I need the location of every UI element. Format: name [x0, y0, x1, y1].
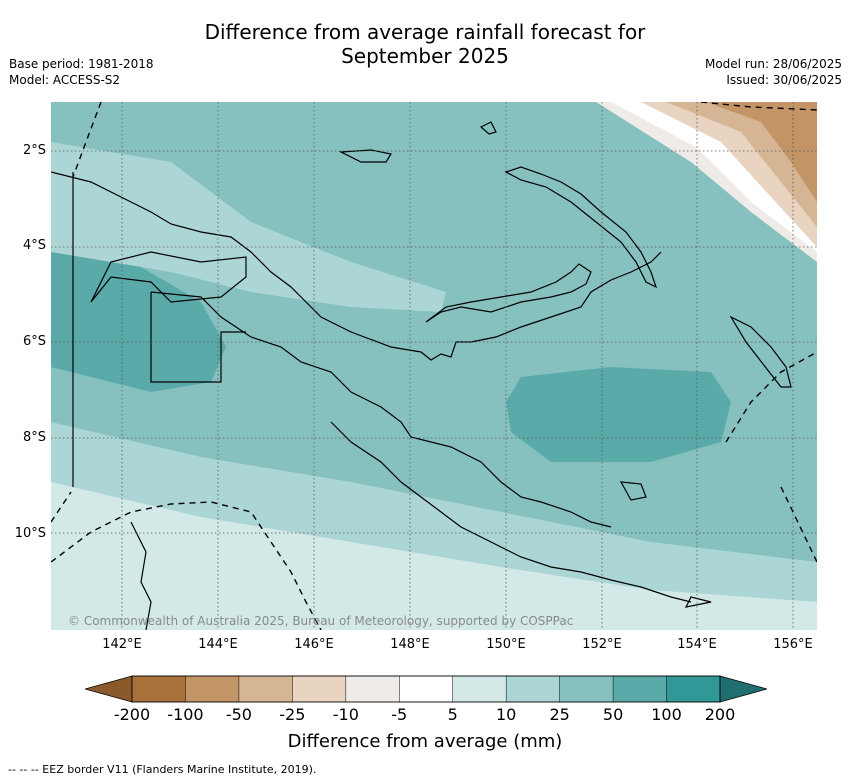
meta-left: Base period: 1981-2018 Model: ACCESS-S2 [9, 56, 154, 88]
colorbar-tick-label: 5 [447, 705, 458, 724]
colorbar-tick-label: -10 [332, 705, 359, 724]
copyright-text: © Commonwealth of Australia 2025, Bureau… [68, 614, 574, 628]
colorbar-segment [345, 675, 401, 703]
model-name: Model: ACCESS-S2 [9, 73, 121, 87]
colorbar-segment [666, 675, 721, 703]
colorbar-tick-label: -100 [167, 705, 204, 724]
lon-label-150e: 150°E [486, 637, 526, 652]
colorbar-tick-label: -200 [113, 705, 151, 724]
title-line-2: September 2025 [341, 44, 509, 68]
lat-label-2s: 2°S [22, 143, 46, 158]
coastlines [51, 121, 792, 630]
colorbar-segment [131, 675, 187, 703]
colorbar-under-arrow [85, 675, 133, 703]
colorbar-over-arrow [719, 675, 767, 703]
colorbar-segment [612, 675, 668, 703]
lon-label-146e: 146°E [294, 637, 334, 652]
lat-label-10s: 10°S [14, 526, 46, 541]
colorbar-tick-label: -50 [225, 705, 252, 724]
colorbar-segment [452, 675, 507, 703]
eez-footnote: -- -- -- EEZ border V11 (Flanders Marine… [8, 763, 317, 776]
colorbar-tick-label: 100 [651, 705, 682, 724]
meta-right: Model run: 28/06/2025 Issued: 30/06/2025 [705, 56, 842, 88]
colorbar-label: Difference from average (mm) [287, 731, 563, 752]
map-title: Difference from average rainfall forecas… [0, 20, 850, 68]
base-period: Base period: 1981-2018 [9, 57, 154, 71]
rainfall-map [51, 102, 817, 630]
colorbar-tick-label: -5 [391, 705, 408, 724]
colorbar-segment [559, 675, 614, 703]
graticule [51, 102, 817, 630]
colorbar [85, 675, 767, 703]
title-line-1: Difference from average rainfall forecas… [204, 20, 646, 44]
colorbar-tick-label: 200 [704, 705, 736, 724]
issued-date: Issued: 30/06/2025 [726, 73, 842, 87]
lon-label-156e: 156°E [773, 637, 813, 652]
lon-label-144e: 144°E [198, 637, 238, 652]
colorbar-segment [185, 675, 240, 703]
colorbar-tick-label: 50 [602, 705, 624, 724]
lon-label-148e: 148°E [390, 637, 430, 652]
band-10-25-inner [51, 142, 446, 312]
colorbar-tick-label: 10 [495, 705, 517, 724]
colorbar-segment [238, 675, 294, 703]
colorbar-tick-label: 25 [549, 705, 570, 724]
lat-label-6s: 6°S [22, 334, 46, 349]
map-panel [51, 102, 817, 630]
band-50-100-west [51, 252, 226, 392]
colorbar-frame [131, 675, 721, 703]
model-run: Model run: 28/06/2025 [704, 57, 842, 71]
band-minus50-minus100 [706, 102, 817, 202]
lon-label-154e: 154°E [677, 637, 717, 652]
band-50-100-east [506, 367, 731, 462]
lon-label-142e: 142°E [102, 637, 142, 652]
colorbar-segment [505, 675, 561, 703]
lat-label-8s: 8°S [22, 430, 46, 445]
eez-borders [51, 102, 817, 630]
lat-label-4s: 4°S [22, 238, 46, 253]
colorbar-segment [399, 675, 454, 703]
colorbar-tick-label: -25 [279, 705, 306, 724]
lon-label-152e: 152°E [582, 637, 622, 652]
colorbar-segment [292, 675, 347, 703]
